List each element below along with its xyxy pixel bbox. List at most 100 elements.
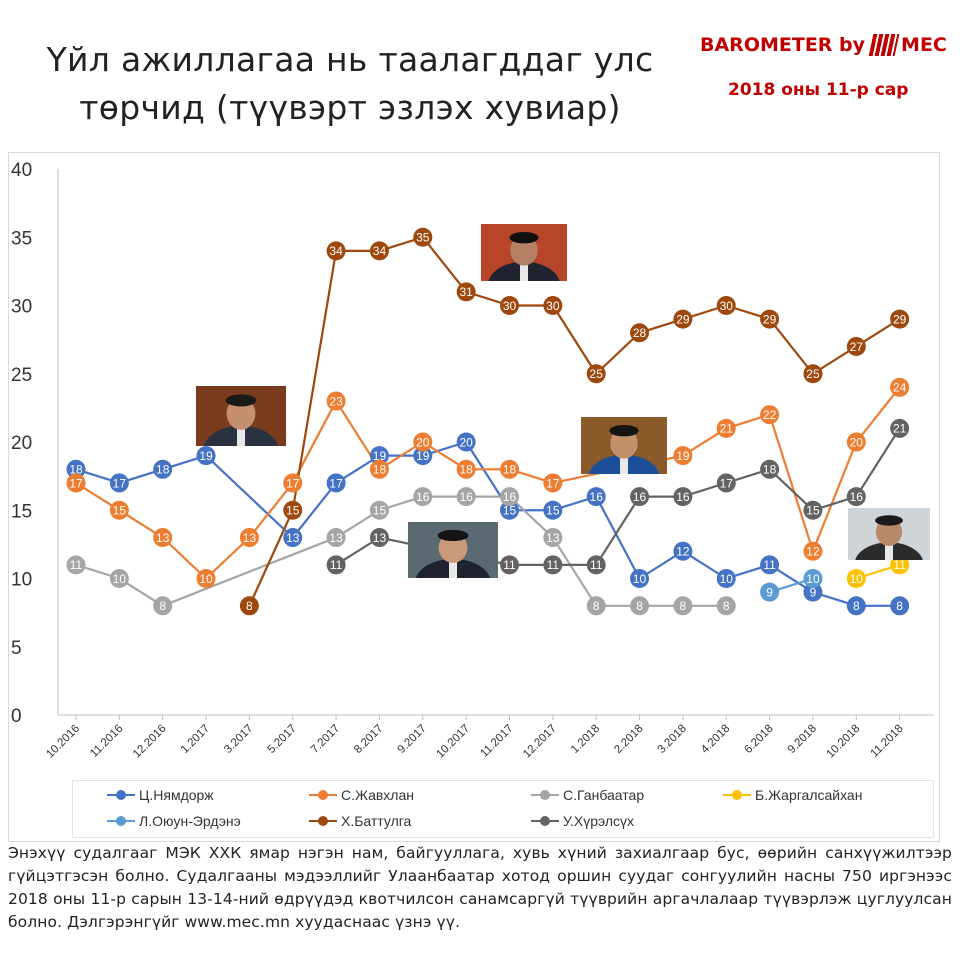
data-label: 10 [113,572,127,586]
legend-swatch [723,790,751,800]
data-point [803,569,823,588]
series-line-segment [508,495,554,539]
data-label: 11 [70,558,83,572]
data-label: 21 [893,422,907,436]
line-chart: 0 5 10 15 20 25 30 35 40 10.2016 11.2016 12.2016 1.2… [11,160,934,761]
x-tick-label: 1.2017 [179,723,212,756]
data-point [413,487,433,507]
data-point [846,569,866,588]
data-label: 19 [416,449,430,463]
legend-swatch [531,816,559,826]
x-tick-label: 6.2018 [742,723,775,756]
series-line-segment [248,482,294,539]
data-point [890,596,910,616]
survey-date: 2018 оны 11-р сар [728,80,909,100]
data-label: 30 [720,299,734,313]
data-label: 21 [720,422,734,436]
data-point [890,555,910,575]
data-point [716,296,736,315]
data-point [760,459,780,479]
data-label: 11 [547,558,560,572]
y-tick-label: 5 [11,638,22,659]
data-label: 23 [329,394,343,408]
data-point [716,569,736,588]
series-line-segment [161,536,207,580]
data-label: 18 [503,463,517,477]
data-label: 34 [329,244,343,258]
data-point [543,500,563,520]
data-point [716,596,736,616]
series-line-segment [162,536,337,607]
data-label: 16 [633,490,647,504]
legend-item: С.Жавхлан [309,787,414,803]
data-label: 27 [850,340,864,354]
data-point [369,241,389,261]
data-label: 16 [416,490,430,504]
data-label: 10 [850,572,864,586]
data-label: 30 [503,299,517,313]
data-label: 11 [893,558,906,572]
photo-man-glasses [848,508,930,560]
series-line-segment [768,468,814,512]
data-point [586,487,606,507]
data-label: 18 [156,463,170,477]
series-line-segment [595,496,641,566]
legend-label: С.Жавхлан [341,787,414,803]
data-point [760,555,780,575]
brand-text: BAROMETER by [700,34,866,56]
series-line-segment [205,536,251,580]
legend-item: Л.Оюун-Эрдэнэ [107,813,241,829]
chart-title-line-2: төрчид (түүвэрт эзлэх хувиар) [79,88,621,127]
data-label: 20 [850,435,864,449]
data-label: 17 [720,476,734,490]
photo-khurelsukh [408,522,498,578]
data-label: 16 [590,490,604,504]
x-tick-label: 4.2018 [699,723,732,756]
data-point [369,446,389,466]
data-point [630,323,650,343]
x-tick-label: 3.2018 [656,723,689,756]
data-point [586,364,606,384]
data-point [630,487,650,507]
data-point [369,528,389,548]
data-label: 13 [156,531,170,545]
data-label: 13 [546,531,560,545]
data-point [673,446,693,466]
data-point [456,487,476,507]
series-line-segment [768,414,814,552]
data-point [413,446,433,466]
data-point [500,555,519,575]
legend-swatch [107,816,135,826]
data-label: 18 [373,463,387,477]
legend-label: С.Ганбаатар [563,787,645,803]
data-point [803,500,823,520]
data-label: 13 [329,531,343,545]
data-label: 10 [633,572,647,586]
data-point [283,500,303,520]
data-point [326,241,346,261]
x-tick-label: 10.2017 [434,723,472,761]
x-tick-label: 8.2017 [352,723,385,756]
data-point [326,528,346,548]
data-point [803,582,823,602]
data-point [716,473,736,493]
data-point [456,459,476,479]
data-label: 11 [330,558,343,572]
data-point [803,364,823,384]
data-label: 10 [806,572,820,586]
chart-title-line-1: Үйл ажиллагаа нь таалагддаг улс [46,40,654,79]
data-label: 15 [373,504,387,518]
photo-battulga [481,224,567,281]
series-line-segment [291,250,338,511]
data-point [239,596,259,616]
data-point [803,541,823,561]
legend-item: Ц.Нямдорж [107,787,214,803]
data-label: 20 [416,435,430,449]
data-label: 18 [69,463,83,477]
data-point [326,555,346,575]
data-label: 31 [459,285,473,299]
x-tick-label: 12.2017 [521,723,559,761]
data-label: 9 [810,585,817,599]
data-point [760,405,780,425]
data-point [890,309,910,329]
